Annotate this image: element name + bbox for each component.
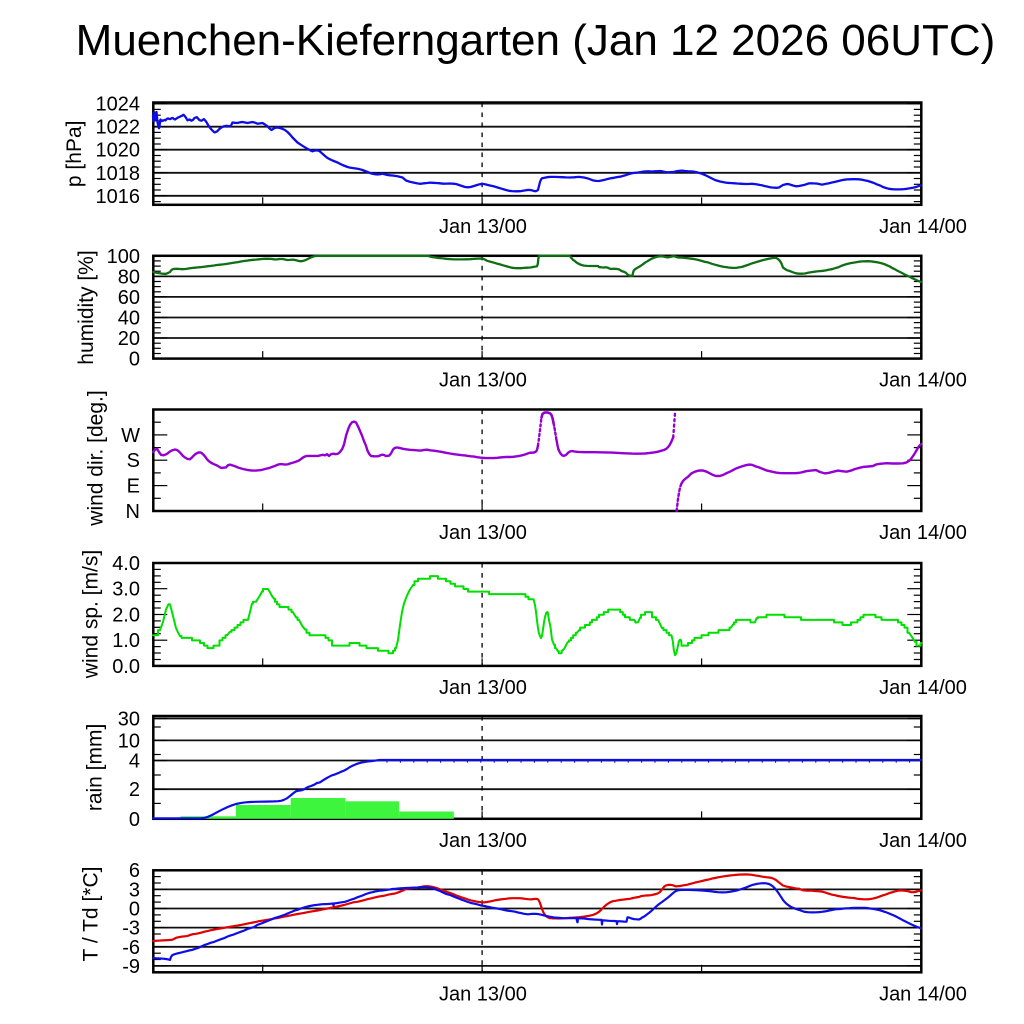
svg-text:2.0: 2.0 [112, 605, 140, 627]
svg-text:3: 3 [129, 879, 140, 901]
svg-text:rain [mm]: rain [mm] [84, 724, 107, 812]
svg-text:Jan 13/00: Jan 13/00 [439, 522, 527, 544]
svg-text:E: E [127, 476, 140, 498]
svg-text:0: 0 [129, 809, 140, 831]
svg-text:1016: 1016 [96, 186, 141, 208]
svg-text:40: 40 [118, 308, 140, 330]
svg-text:Jan 14/00: Jan 14/00 [879, 983, 967, 1005]
svg-text:wind sp. [m/s]: wind sp. [m/s] [80, 550, 103, 679]
svg-text:Jan 13/00: Jan 13/00 [439, 677, 527, 699]
svg-text:0: 0 [129, 899, 140, 921]
svg-text:1018: 1018 [96, 163, 141, 185]
svg-text:1020: 1020 [96, 140, 141, 162]
svg-text:Jan 13/00: Jan 13/00 [439, 983, 527, 1005]
svg-text:-9: -9 [122, 956, 140, 978]
svg-text:Muenchen-Kieferngarten (Jan 12: Muenchen-Kieferngarten (Jan 12 2026 06UT… [76, 16, 996, 65]
svg-text:100: 100 [107, 246, 140, 268]
svg-text:T / Td [*C]: T / Td [*C] [80, 867, 103, 962]
svg-text:S: S [127, 450, 140, 472]
svg-text:p [hPa]: p [hPa] [63, 121, 86, 188]
svg-text:Jan 14/00: Jan 14/00 [879, 677, 967, 699]
svg-text:0.0: 0.0 [112, 656, 140, 678]
svg-text:1.0: 1.0 [112, 630, 140, 652]
svg-text:Jan 14/00: Jan 14/00 [879, 522, 967, 544]
svg-text:Jan 14/00: Jan 14/00 [879, 216, 967, 238]
svg-text:Jan 13/00: Jan 13/00 [439, 830, 527, 852]
svg-text:Jan 13/00: Jan 13/00 [439, 370, 527, 392]
svg-text:80: 80 [118, 266, 140, 288]
svg-text:4: 4 [129, 751, 140, 773]
svg-text:60: 60 [118, 287, 140, 309]
svg-text:20: 20 [118, 328, 140, 350]
svg-text:Jan 13/00: Jan 13/00 [439, 216, 527, 238]
svg-text:3.0: 3.0 [112, 579, 140, 601]
svg-text:W: W [121, 425, 140, 447]
svg-text:-3: -3 [122, 918, 140, 940]
svg-text:Jan 14/00: Jan 14/00 [879, 370, 967, 392]
svg-text:2: 2 [129, 779, 140, 801]
svg-text:humidity [%]: humidity [%] [75, 250, 98, 364]
svg-text:-6: -6 [122, 937, 140, 959]
svg-text:N: N [126, 501, 140, 523]
svg-text:10: 10 [118, 730, 140, 752]
svg-text:0: 0 [129, 349, 140, 371]
svg-text:1024: 1024 [96, 94, 141, 116]
svg-text:4.0: 4.0 [112, 553, 140, 575]
svg-text:30: 30 [118, 709, 140, 731]
svg-text:1022: 1022 [96, 117, 141, 139]
svg-text:Jan 14/00: Jan 14/00 [879, 830, 967, 852]
svg-text:6: 6 [129, 860, 140, 882]
svg-text:wind dir. [deg.]: wind dir. [deg.] [85, 390, 108, 526]
